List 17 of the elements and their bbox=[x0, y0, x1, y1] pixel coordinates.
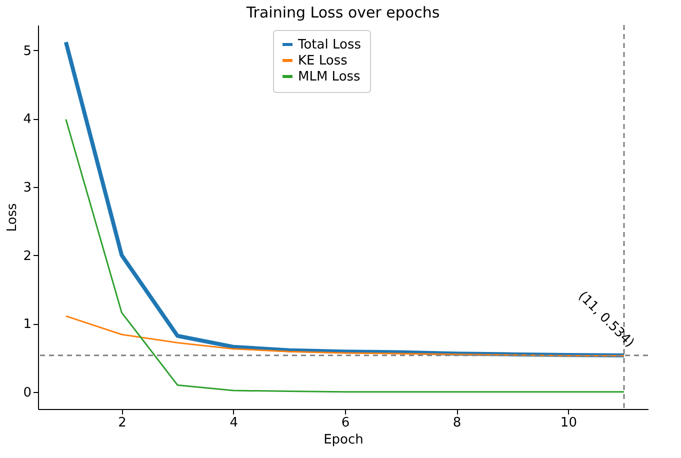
x-tick-label: 2 bbox=[118, 416, 126, 430]
y-tick-label: 4 bbox=[23, 112, 32, 128]
y-tick-label: 1 bbox=[23, 317, 32, 332]
legend-label: MLM Loss bbox=[298, 70, 361, 84]
x-tick-label: 4 bbox=[230, 416, 238, 430]
chart-title: Training Loss over epochs bbox=[245, 3, 440, 22]
legend-label: Total Loss bbox=[297, 38, 362, 52]
legend-label: KE Loss bbox=[298, 54, 348, 68]
y-tick-label: 5 bbox=[23, 44, 32, 59]
y-tick-label: 0 bbox=[23, 385, 32, 400]
x-tick-label: 6 bbox=[341, 416, 350, 430]
x-axis-title: Epoch bbox=[324, 432, 364, 448]
y-axis-title: Loss bbox=[5, 203, 20, 232]
x-tick-label: 8 bbox=[452, 416, 462, 430]
y-tick-label: 3 bbox=[23, 180, 32, 196]
x-tick-label: 10 bbox=[560, 416, 577, 430]
y-tick-label: 2 bbox=[23, 248, 32, 264]
